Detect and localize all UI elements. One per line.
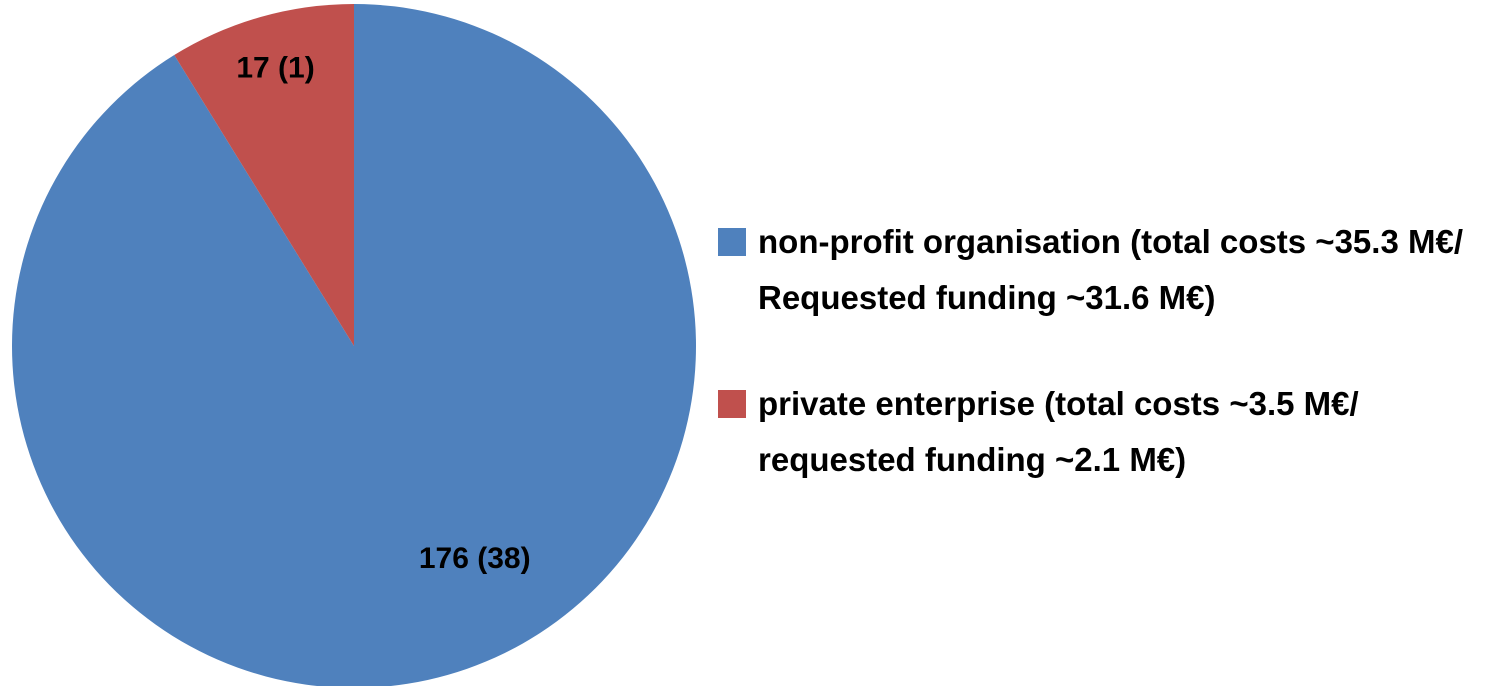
legend-swatch	[718, 390, 746, 418]
legend-label: private enterprise (total costs ~3.5 M€/…	[758, 385, 1359, 478]
pie-slice	[174, 4, 354, 346]
legend-swatch	[718, 228, 746, 256]
legend-label: non-profit organisation (total costs ~35…	[758, 223, 1463, 316]
legend-entry: non-profit organisation (total costs ~35…	[718, 214, 1478, 326]
pie-slice	[12, 4, 696, 686]
data-label: 176 (38)	[419, 542, 531, 575]
data-label: 17 (1)	[236, 52, 314, 85]
legend: non-profit organisation (total costs ~35…	[718, 214, 1478, 538]
legend-entry: private enterprise (total costs ~3.5 M€/…	[718, 376, 1478, 488]
